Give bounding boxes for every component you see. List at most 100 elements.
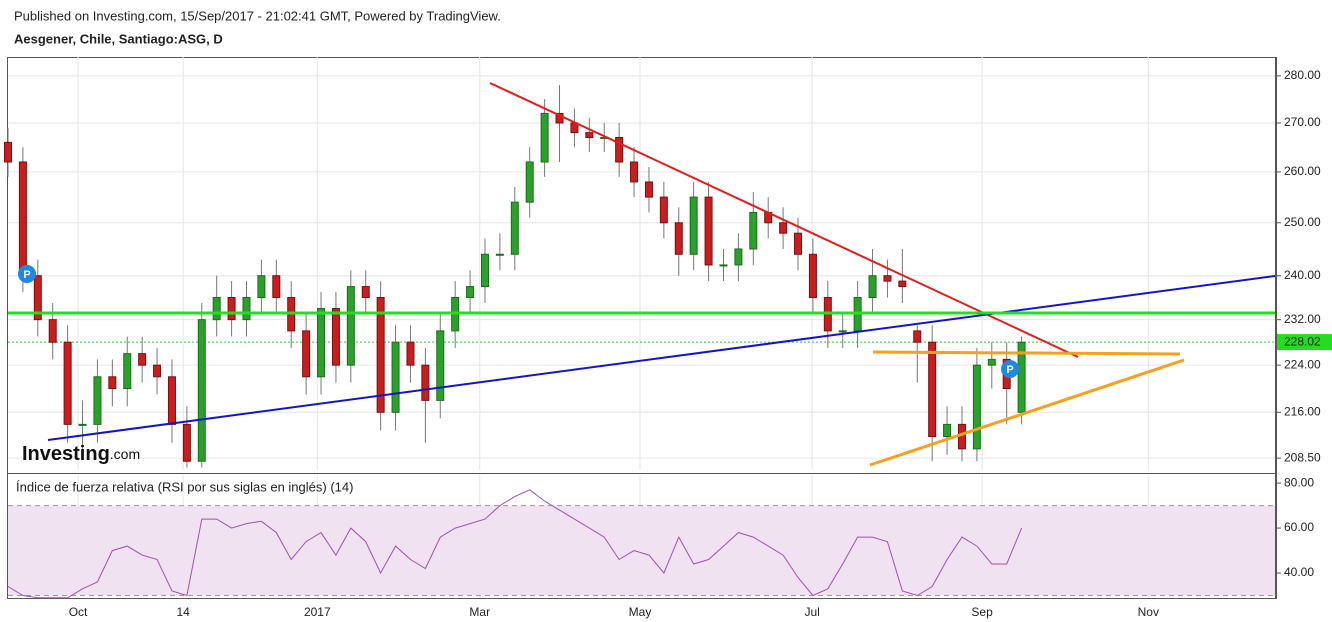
candle-body	[242, 296, 251, 321]
triangle-line	[869, 358, 1185, 467]
last-price-box	[1277, 334, 1332, 351]
x-tick-label: Mar	[469, 605, 490, 619]
candle-body	[272, 275, 281, 298]
candle-body	[167, 376, 176, 425]
x-tick-label: Nov	[1138, 605, 1159, 619]
candle-body	[540, 112, 549, 163]
indicator-title: Índice de fuerza relativa (RSI por sus s…	[16, 479, 353, 494]
candle-body	[391, 341, 400, 413]
logo: Investing.com	[22, 443, 140, 465]
symbol-title: Aesgener, Chile, Santiago:ASG, D	[14, 31, 223, 46]
candle-body	[331, 308, 340, 366]
candle-body	[257, 275, 266, 298]
candle-body	[48, 319, 57, 343]
y-tick-label: 232.00	[1284, 312, 1321, 326]
x-tick-label: 14	[176, 605, 190, 619]
candle-body	[615, 136, 624, 163]
candle-body	[93, 376, 102, 425]
candle-body	[63, 341, 72, 425]
y-tick-label: 240.00	[1284, 268, 1321, 282]
y-tick-label: 224.00	[1284, 357, 1321, 371]
y-tick-label: 208.50	[1284, 450, 1321, 464]
candle-body	[510, 201, 519, 255]
x-tick-label: May	[629, 605, 652, 619]
candle-body	[1017, 341, 1026, 413]
candle-body	[421, 364, 430, 401]
y-tick-label: 260.00	[1284, 164, 1321, 178]
candle-body	[495, 253, 504, 256]
y-tick-label: 280.00	[1284, 68, 1321, 82]
candle-body	[153, 364, 162, 378]
candle-body	[123, 353, 132, 390]
event-marker: P	[18, 265, 36, 283]
candle-body	[719, 264, 728, 267]
rsi-band	[8, 505, 1275, 596]
candle-body	[943, 423, 952, 438]
candle-body	[108, 376, 117, 390]
candle-body	[361, 286, 370, 298]
x-tick-label: 2017	[304, 605, 331, 619]
candle-body	[317, 308, 326, 378]
candle-body	[436, 330, 445, 401]
y-tick-label: 40.00	[1284, 565, 1314, 579]
candle-body	[659, 196, 668, 224]
x-tick-label: Jul	[805, 605, 820, 619]
event-marker-label: P	[1006, 364, 1013, 376]
candle-body	[18, 161, 27, 277]
plot-frame	[7, 57, 1276, 599]
triangle-line	[872, 350, 1181, 356]
logo-suffix: .com	[110, 446, 140, 462]
candle-body	[987, 358, 996, 366]
candle-body	[33, 275, 42, 321]
y-tick-label: 250.00	[1284, 215, 1321, 229]
candle-body	[182, 423, 191, 462]
candle-body	[704, 196, 713, 266]
candle-body	[928, 341, 937, 438]
logo-main: Investing	[22, 443, 110, 465]
candle-body	[779, 222, 788, 234]
candle-body	[674, 222, 683, 255]
candle-body	[630, 161, 639, 183]
candle-body	[466, 286, 475, 298]
candle-body	[585, 132, 594, 138]
last-price-label: 228.02	[1284, 334, 1321, 348]
candle-body	[838, 330, 847, 333]
candle-body	[972, 364, 981, 450]
candle-body	[480, 253, 489, 288]
y-tick-label: 216.00	[1284, 404, 1321, 418]
candle-body	[734, 248, 743, 266]
candle-body	[138, 353, 147, 366]
y-tick-label: 60.00	[1284, 520, 1314, 534]
candle-body	[346, 286, 355, 366]
candle-body	[913, 330, 922, 343]
candle-body	[525, 161, 534, 203]
candle-body	[212, 296, 221, 321]
candle-body	[749, 211, 758, 250]
candle-body	[78, 423, 87, 426]
candle-body	[644, 181, 653, 198]
trend-line	[47, 275, 1276, 441]
y-tick-label: 80.00	[1284, 475, 1314, 489]
x-tick-label: Sep	[971, 605, 993, 619]
event-marker: P	[1001, 360, 1019, 378]
candle-body	[376, 296, 385, 413]
candle-body	[406, 341, 415, 366]
candle-body	[4, 141, 12, 163]
candle-body	[302, 330, 311, 378]
candle-body	[868, 275, 877, 298]
candle-body	[689, 196, 698, 255]
rsi-line	[7, 489, 1023, 599]
event-marker-label: P	[23, 269, 30, 281]
candle-body	[227, 296, 236, 321]
candle-body	[898, 280, 907, 288]
candle-body	[197, 319, 206, 462]
x-tick-label: Oct	[69, 605, 88, 619]
candle-body	[808, 253, 817, 298]
trend-line	[489, 82, 1079, 358]
candle-body	[555, 112, 564, 124]
source-line: Published on Investing.com, 15/Sep/2017 …	[14, 8, 501, 23]
candle-body	[794, 232, 803, 255]
y-tick-label: 270.00	[1284, 115, 1321, 129]
